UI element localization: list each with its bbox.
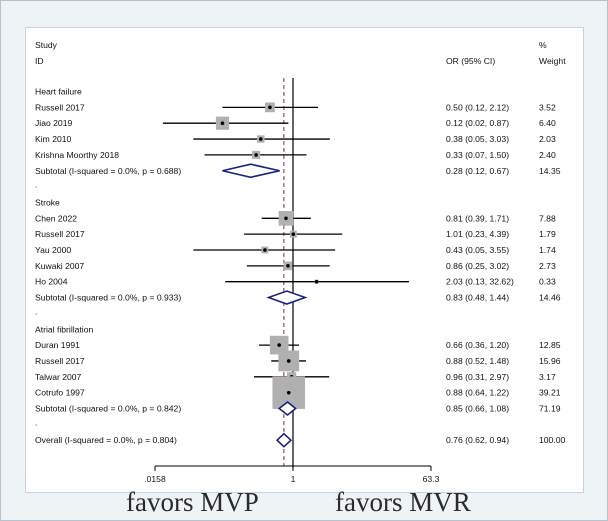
study-label: Cotrufo 1997 bbox=[35, 388, 85, 398]
study-label: Russell 2017 bbox=[35, 102, 85, 112]
study-weight: 2.73 bbox=[539, 261, 556, 271]
study-or-ci: 0.38 (0.05, 3.03) bbox=[446, 134, 509, 144]
header-or: OR (95% CI) bbox=[446, 56, 495, 66]
study-label: Kuwaki 2007 bbox=[35, 261, 84, 271]
study-weight: 1.74 bbox=[539, 245, 556, 255]
subtotal-weight: 14.35 bbox=[539, 166, 561, 176]
study-label: Ho 2004 bbox=[35, 277, 68, 287]
header-study: Study bbox=[35, 40, 58, 50]
study-label: Kim 2010 bbox=[35, 134, 72, 144]
subtotal-weight: 14.46 bbox=[539, 293, 561, 303]
study-weight: 3.52 bbox=[539, 102, 556, 112]
overall-diamond bbox=[275, 432, 293, 448]
study-weight: 1.79 bbox=[539, 229, 556, 239]
study-weight: 15.96 bbox=[539, 356, 561, 366]
study-label: Krishna Moorthy 2018 bbox=[35, 150, 119, 160]
header-pct: % bbox=[539, 40, 547, 50]
spacer-dot: . bbox=[35, 417, 37, 427]
study-or-ci: 0.43 (0.05, 3.55) bbox=[446, 245, 509, 255]
point-estimate bbox=[286, 359, 291, 363]
point-estimate bbox=[291, 232, 296, 236]
x-tick-label: .0158 bbox=[144, 474, 166, 484]
spacer-dot: . bbox=[35, 306, 37, 316]
subtotal-or-ci: 0.28 (0.12, 0.67) bbox=[446, 166, 509, 176]
point-estimate bbox=[284, 216, 288, 221]
study-or-ci: 1.01 (0.23, 4.39) bbox=[446, 229, 509, 239]
study-or-ci: 0.33 (0.07, 1.50) bbox=[446, 150, 509, 160]
subtotal-label: Subtotal (I-squared = 0.0%, p = 0.933) bbox=[35, 293, 181, 303]
point-estimate bbox=[263, 248, 267, 252]
subtotal-diamond bbox=[266, 290, 308, 305]
study-label: Talwar 2007 bbox=[35, 372, 82, 382]
study-or-ci: 0.96 (0.31, 2.97) bbox=[446, 372, 509, 382]
header-weight: Weight bbox=[539, 56, 566, 66]
point-estimate bbox=[254, 153, 258, 157]
forest-plot-panel bbox=[25, 27, 584, 493]
point-estimate bbox=[286, 264, 290, 268]
point-estimate bbox=[277, 343, 281, 347]
study-or-ci: 2.03 (0.13, 32.62) bbox=[446, 277, 514, 287]
overall-label: Overall (I-squared = 0.0%, p = 0.804) bbox=[35, 435, 177, 445]
study-label: Russell 2017 bbox=[35, 229, 85, 239]
study-label: Russell 2017 bbox=[35, 356, 85, 366]
study-label: Jiao 2019 bbox=[35, 118, 72, 128]
spacer-dot: . bbox=[35, 180, 37, 190]
point-estimate bbox=[286, 390, 291, 395]
study-weight: 0.33 bbox=[539, 277, 556, 287]
group-heading: Stroke bbox=[35, 197, 60, 207]
subtotal-weight: 71.19 bbox=[539, 404, 561, 414]
study-or-ci: 0.86 (0.25, 3.02) bbox=[446, 261, 509, 271]
subtotal-or-ci: 0.83 (0.48, 1.44) bbox=[446, 293, 509, 303]
subtotal-or-ci: 0.85 (0.66, 1.08) bbox=[446, 404, 509, 414]
subtotal-label: Subtotal (I-squared = 0.0%, p = 0.688) bbox=[35, 166, 181, 176]
favors-left-label: favors MVP bbox=[126, 487, 259, 517]
study-or-ci: 0.50 (0.12, 2.12) bbox=[446, 102, 509, 112]
study-label: Chen 2022 bbox=[35, 213, 77, 223]
subtotal-diamond bbox=[277, 400, 297, 417]
study-or-ci: 0.88 (0.64, 1.22) bbox=[446, 388, 509, 398]
overall-or-ci: 0.76 (0.62, 0.94) bbox=[446, 435, 509, 445]
point-estimate bbox=[314, 279, 319, 284]
study-or-ci: 0.88 (0.52, 1.48) bbox=[446, 356, 509, 366]
study-weight: 2.03 bbox=[539, 134, 556, 144]
group-heading: Heart failure bbox=[35, 87, 82, 97]
point-estimate bbox=[268, 105, 272, 110]
subtotal-diamond bbox=[222, 163, 280, 179]
study-or-ci: 0.81 (0.39, 1.71) bbox=[446, 213, 509, 223]
x-tick-label: 63.3 bbox=[423, 474, 440, 484]
point-estimate bbox=[220, 121, 225, 125]
study-weight: 2.40 bbox=[539, 150, 556, 160]
subtotal-label: Subtotal (I-squared = 0.0%, p = 0.842) bbox=[35, 404, 181, 414]
study-weight: 12.85 bbox=[539, 340, 561, 350]
study-weight: 3.17 bbox=[539, 372, 556, 382]
header-id: ID bbox=[35, 56, 44, 66]
study-weight: 6.40 bbox=[539, 118, 556, 128]
point-estimate bbox=[259, 137, 263, 141]
study-label: Yau 2000 bbox=[35, 245, 71, 255]
study-or-ci: 0.12 (0.02, 0.87) bbox=[446, 118, 509, 128]
study-or-ci: 0.66 (0.36, 1.20) bbox=[446, 340, 509, 350]
group-heading: Atrial fibrillation bbox=[35, 324, 93, 334]
study-weight: 7.88 bbox=[539, 213, 556, 223]
study-weight: 39.21 bbox=[539, 388, 561, 398]
x-tick-label: 1 bbox=[291, 474, 296, 484]
favors-right-label: favors MVR bbox=[335, 487, 471, 517]
overall-weight: 100.00 bbox=[539, 435, 566, 445]
study-label: Duran 1991 bbox=[35, 340, 80, 350]
